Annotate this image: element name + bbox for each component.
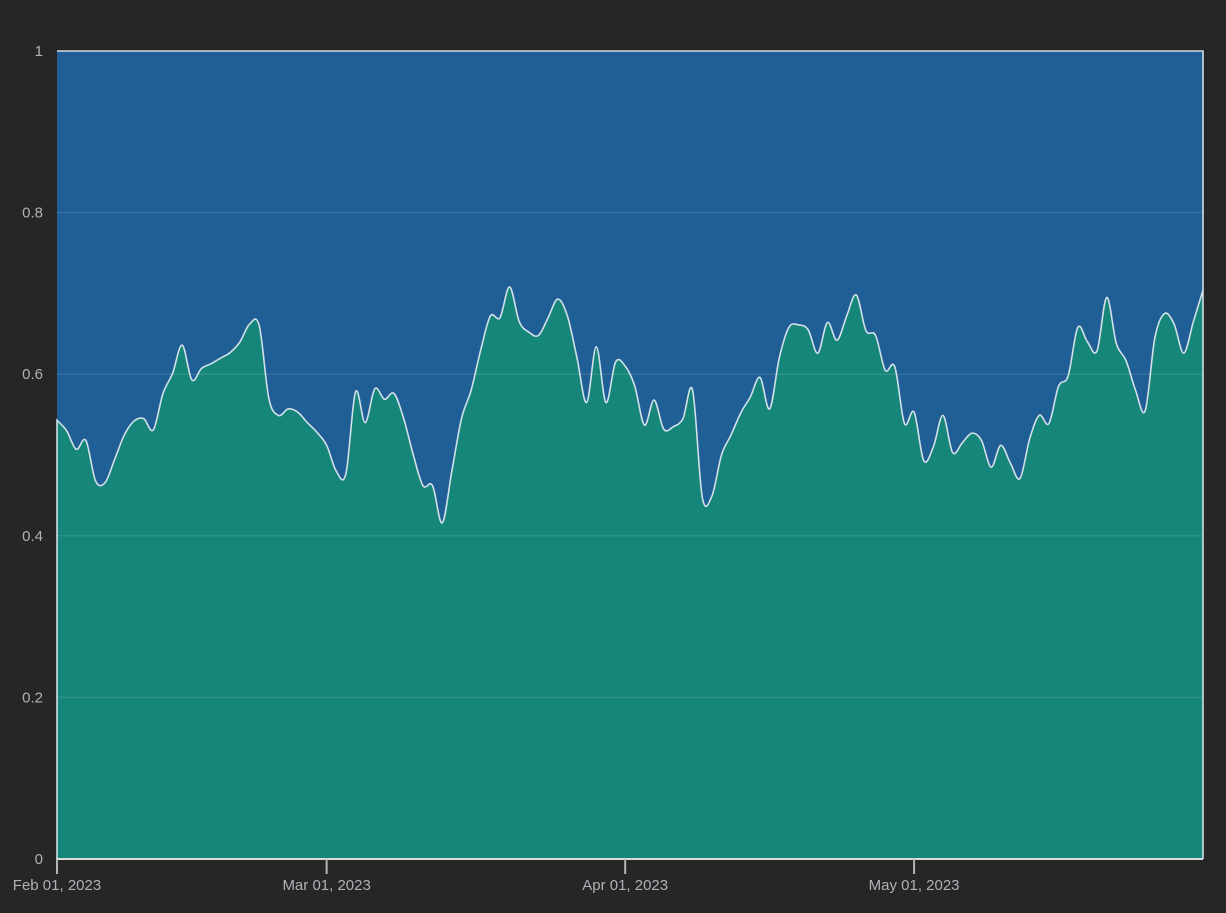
upper-area-outline [57, 50, 1204, 291]
y-tick-label: 0.8 [22, 205, 43, 222]
series-boundary-line [56, 286, 1204, 859]
x-tick-label: Mar 01, 2023 [282, 877, 370, 894]
y-tick-label: 0 [35, 851, 43, 868]
y-tick-label: 0.4 [22, 528, 43, 545]
y-tick-label: 0.6 [22, 366, 43, 383]
y-tick-label: 0.2 [22, 689, 43, 706]
x-tick-label: Apr 01, 2023 [582, 877, 668, 894]
y-tick-label: 1 [35, 43, 43, 60]
x-tick-label: Feb 01, 2023 [13, 877, 101, 894]
lower-area-series [57, 286, 1203, 860]
x-tick-label: May 01, 2023 [869, 877, 960, 894]
upper-area-series [57, 51, 1203, 523]
